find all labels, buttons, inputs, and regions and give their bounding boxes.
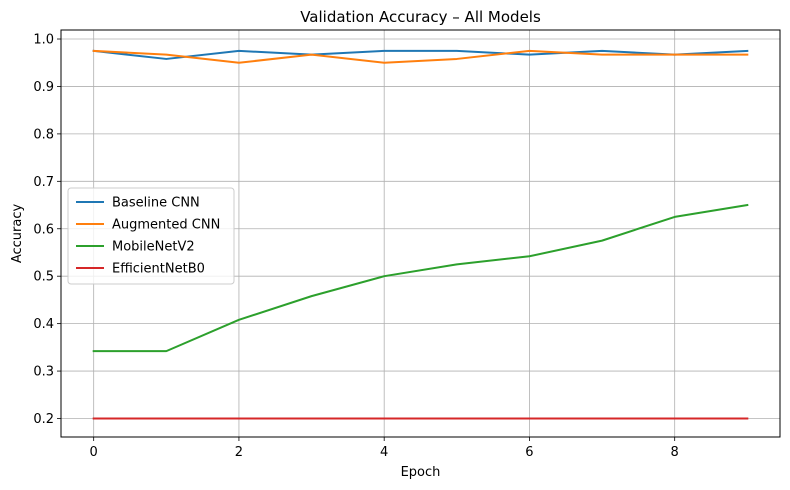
y-tick-label: 1.0 — [33, 33, 54, 48]
y-tick-label: 0.4 — [33, 317, 54, 332]
x-tick-label: 2 — [235, 445, 243, 460]
series-line-augmented-cnn — [92, 49, 749, 64]
plot-frame — [60, 29, 781, 438]
chart-title: Validation Accuracy – All Models — [300, 8, 541, 26]
x-tick-label: 6 — [525, 445, 533, 460]
x-tick-label: 8 — [671, 445, 679, 460]
x-axis-title: Epoch — [401, 465, 441, 480]
legend-label-baseline-cnn: Baseline CNN — [112, 196, 200, 211]
y-tick-label: 0.6 — [33, 222, 54, 237]
series-lines — [92, 49, 749, 420]
series-line-baseline-cnn — [92, 49, 749, 60]
x-tick-label: 0 — [90, 445, 98, 460]
legend-label-mobilenetv2: MobileNetV2 — [112, 240, 195, 255]
legend-label-augmented-cnn: Augmented CNN — [112, 218, 220, 233]
y-tick-label: 0.9 — [33, 80, 54, 95]
y-tick-label: 0.7 — [33, 175, 54, 190]
legend: Baseline CNN Augmented CNN MobileNetV2 Effi… — [67, 187, 235, 285]
x-tick-label: 4 — [380, 445, 388, 460]
legend-label-efficientnetb0: EfficientNetB0 — [112, 262, 205, 277]
y-tick-label: 0.2 — [33, 412, 54, 427]
series-line-mobilenetv2 — [92, 203, 749, 353]
y-tick-label: 0.5 — [33, 270, 54, 285]
legend-box — [67, 187, 235, 285]
axis-ticks: 0 2 4 6 8 0.2 0.3 0.4 0.5 0.6 0.7 0.8 0.9 1.0 — [33, 33, 679, 460]
y-tick-label: 0.3 — [33, 365, 54, 380]
y-tick-label: 0.8 — [33, 127, 54, 142]
y-axis-title: Accuracy — [10, 204, 25, 264]
